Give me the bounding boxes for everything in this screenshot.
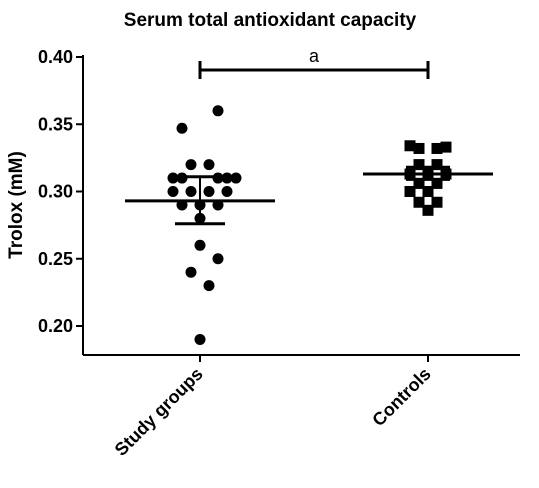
- data-point: [203, 280, 215, 292]
- y-tick-label: 0.35: [38, 114, 73, 134]
- data-point: [203, 159, 215, 171]
- data-point: [413, 177, 425, 189]
- data-point: [203, 186, 215, 197]
- significance-annotation: a: [198, 46, 430, 79]
- data-point: [185, 186, 197, 197]
- data-point: [221, 186, 233, 197]
- category-label: Controls: [368, 364, 434, 430]
- data-point: [431, 142, 443, 154]
- data-marks: [125, 105, 493, 345]
- y-tick-label: 0.20: [38, 316, 73, 336]
- chart-title: Serum total antioxidant capacity: [124, 10, 417, 31]
- data-point: [176, 122, 188, 134]
- y-axis-label: Trolox (mM): [6, 151, 27, 259]
- data-point: [431, 196, 443, 208]
- data-point: [413, 196, 425, 208]
- data-point: [230, 172, 242, 184]
- y-tick-label: 0.25: [38, 249, 73, 269]
- data-point: [413, 142, 425, 154]
- data-point: [413, 159, 425, 171]
- data-point: [431, 177, 443, 189]
- data-point: [212, 105, 224, 117]
- data-point: [185, 159, 197, 171]
- data-point: [212, 253, 224, 265]
- data-point: [422, 186, 434, 197]
- data-point: [431, 159, 443, 171]
- category-label: Study groups: [111, 364, 207, 460]
- axes: 0.40 0.35 0.30 0.25 0.20 Study groups Controls: [38, 47, 520, 460]
- data-point: [185, 266, 197, 278]
- data-point: [422, 204, 434, 216]
- data-point: [404, 140, 416, 152]
- data-point: [194, 333, 206, 345]
- significance-label: a: [309, 46, 320, 66]
- y-tick-label: 0.30: [38, 182, 73, 202]
- data-point: [167, 186, 179, 197]
- data-point: [440, 141, 452, 153]
- data-point: [194, 239, 206, 251]
- data-point: [404, 186, 416, 197]
- y-tick-label: 0.40: [38, 47, 73, 67]
